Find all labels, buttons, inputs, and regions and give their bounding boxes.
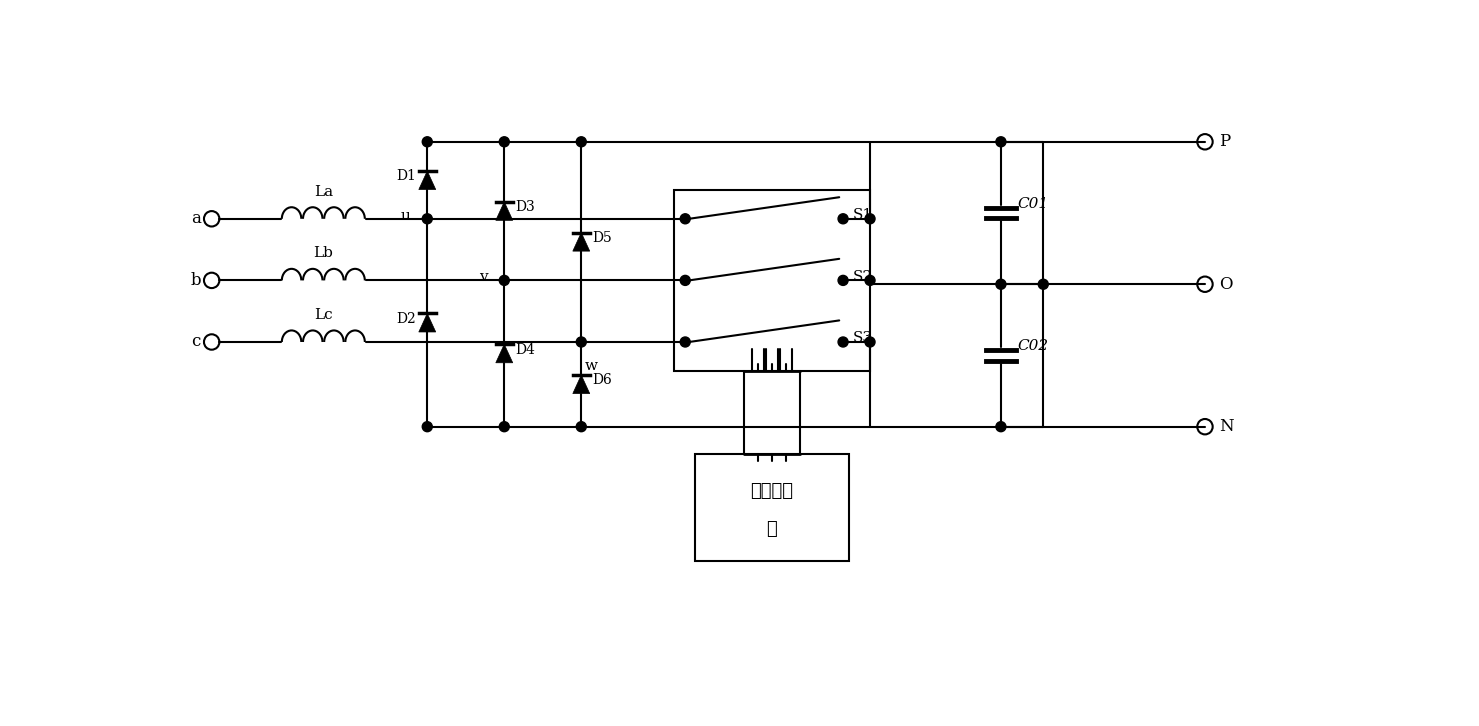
Circle shape xyxy=(680,275,691,285)
Text: N: N xyxy=(1219,418,1233,435)
Polygon shape xyxy=(495,344,513,363)
Text: 矢量控制: 矢量控制 xyxy=(750,482,793,500)
Circle shape xyxy=(423,213,432,224)
Circle shape xyxy=(865,275,876,285)
Text: P: P xyxy=(1219,134,1231,150)
Text: b: b xyxy=(191,272,201,289)
Circle shape xyxy=(500,422,509,432)
Text: a: a xyxy=(191,211,201,227)
Text: O: O xyxy=(1219,276,1232,293)
Text: 器: 器 xyxy=(766,520,778,538)
Circle shape xyxy=(577,337,586,347)
Text: La: La xyxy=(314,185,333,199)
Text: C02: C02 xyxy=(1018,339,1049,354)
Text: w: w xyxy=(586,359,598,373)
Circle shape xyxy=(577,136,586,147)
Text: u: u xyxy=(401,208,410,223)
Circle shape xyxy=(995,280,1006,289)
Circle shape xyxy=(839,275,847,285)
Circle shape xyxy=(423,422,432,432)
Text: Lb: Lb xyxy=(314,246,333,261)
Text: S2: S2 xyxy=(852,269,873,284)
Circle shape xyxy=(423,136,432,147)
Circle shape xyxy=(995,136,1006,147)
Text: D4: D4 xyxy=(515,343,535,356)
Text: c: c xyxy=(191,333,201,351)
Text: D1: D1 xyxy=(396,169,417,184)
Text: S3: S3 xyxy=(852,331,873,345)
Circle shape xyxy=(839,213,847,224)
Circle shape xyxy=(680,337,691,347)
Circle shape xyxy=(1038,280,1049,289)
Text: C01: C01 xyxy=(1018,197,1049,211)
Circle shape xyxy=(500,275,509,285)
Bar xyxy=(673,189,870,371)
Polygon shape xyxy=(495,202,513,220)
Polygon shape xyxy=(572,232,590,251)
Polygon shape xyxy=(572,375,590,393)
Text: D3: D3 xyxy=(515,200,535,214)
Bar xyxy=(695,454,849,561)
Text: v: v xyxy=(479,270,488,285)
Text: D6: D6 xyxy=(592,373,612,388)
Text: D2: D2 xyxy=(396,312,417,326)
Circle shape xyxy=(839,337,847,347)
Polygon shape xyxy=(419,171,436,189)
Circle shape xyxy=(995,422,1006,432)
Text: S1: S1 xyxy=(852,208,873,222)
Circle shape xyxy=(500,136,509,147)
Circle shape xyxy=(577,422,586,432)
Polygon shape xyxy=(419,314,436,332)
Text: Lc: Lc xyxy=(314,308,333,322)
Text: D5: D5 xyxy=(592,231,612,245)
Circle shape xyxy=(865,337,876,347)
Circle shape xyxy=(680,213,691,224)
Circle shape xyxy=(865,213,876,224)
